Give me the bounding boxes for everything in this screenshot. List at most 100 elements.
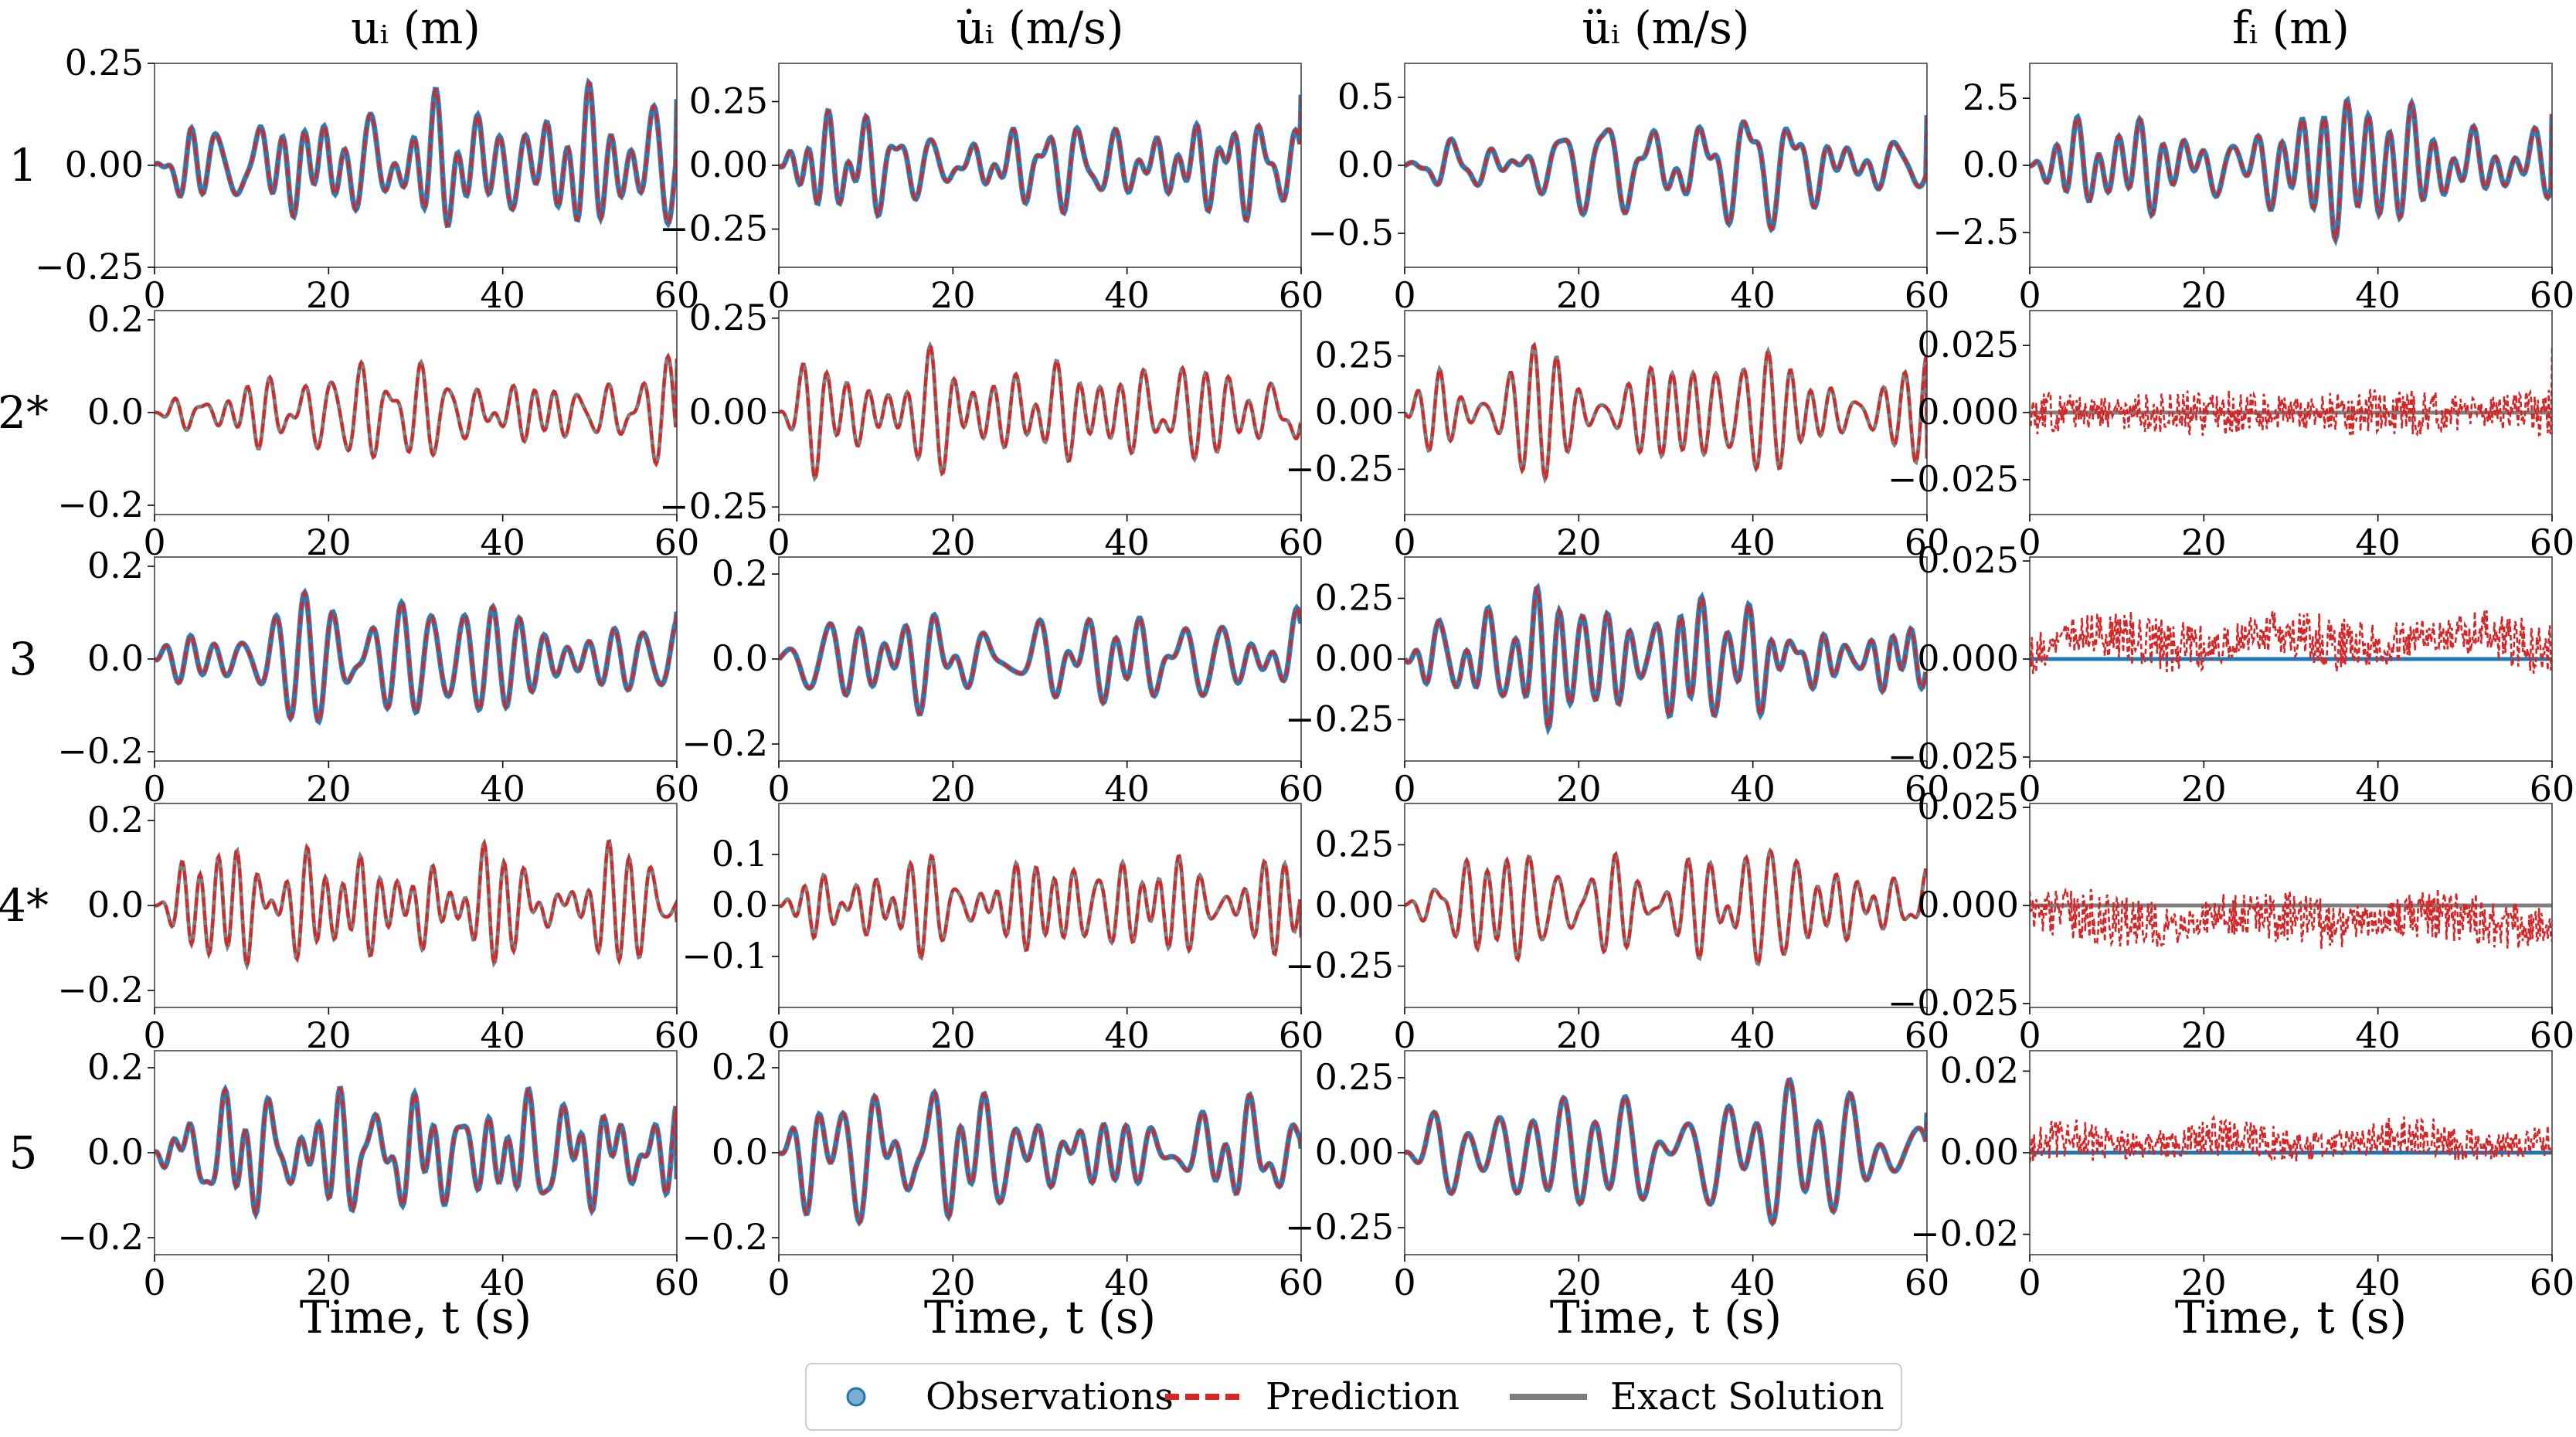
x-tick-label: 20 — [306, 274, 352, 316]
row-labels: 1 2* 3 4* 5 — [0, 139, 49, 1179]
subplot-r1-c3: −0.5 0.0 0.5 0 20 40 60 — [1307, 63, 1949, 316]
y-tick-label: 0.25 — [1315, 823, 1394, 865]
x-tick-label: 40 — [2355, 274, 2401, 316]
y-tick-label: −0.2 — [57, 484, 144, 525]
x-tick-label: 40 — [480, 768, 525, 810]
y-tick-label: −0.2 — [57, 969, 144, 1011]
subplot-r5-c4: −0.02 0.00 0.02 0 20 40 60 — [1910, 1049, 2574, 1303]
x-tick-label: 40 — [1104, 274, 1150, 316]
y-tick-label: 0.0 — [1337, 144, 1394, 185]
x-tick-label: 60 — [1905, 768, 1950, 810]
x-tick-label: 60 — [2530, 768, 2575, 810]
y-tick-label: 0.025 — [1917, 539, 2019, 581]
series-prediction — [155, 80, 677, 227]
x-tick-label: 60 — [654, 768, 700, 810]
y-tick-label: 0.1 — [712, 833, 768, 875]
subplot-r4-c3: −0.25 0.00 0.25 0 20 40 60 — [1285, 803, 1949, 1056]
column-title-uddot: üᵢ (m/s) — [1582, 2, 1749, 54]
column-title-udot: u̇ᵢ (m/s) — [956, 2, 1123, 54]
y-tick-label: 0.025 — [1917, 786, 2019, 827]
series-prediction — [2030, 1114, 2552, 1163]
x-tick-label: 60 — [1279, 274, 1324, 316]
legend-frame — [805, 1363, 1902, 1431]
x-tick-label: 40 — [480, 1262, 525, 1303]
x-tick-label: 20 — [930, 1014, 976, 1056]
legend-label: Exact Solution — [1610, 1375, 1884, 1418]
x-tick-label: 60 — [2530, 521, 2575, 563]
y-tick-label: 0.25 — [689, 297, 768, 338]
x-tick-label: 0 — [2018, 274, 2041, 316]
x-tick-label: 0 — [143, 1014, 165, 1056]
y-tick-label: 0.00 — [1315, 637, 1394, 679]
subplot-r4-c2: −0.1 0.0 0.1 0 20 40 60 — [681, 803, 1324, 1056]
y-tick-label: 0.0 — [1963, 144, 2019, 185]
axes-frame — [778, 556, 1302, 762]
y-tick-label: 0.00 — [689, 391, 768, 433]
y-tick-label: −0.025 — [1888, 735, 2019, 777]
y-tick-label: 0.0 — [87, 1131, 144, 1173]
y-tick-label: −0.2 — [681, 722, 768, 764]
x-tick-label: 20 — [306, 521, 352, 563]
x-tick-label: 40 — [2355, 1262, 2401, 1303]
x-tick-label: 40 — [2355, 521, 2401, 563]
x-tick-label: 20 — [306, 1262, 352, 1303]
x-tick-label: 40 — [1104, 1262, 1150, 1303]
x-tick-label: 20 — [930, 521, 976, 563]
x-tick-label: 40 — [480, 521, 525, 563]
x-tick-label: 0 — [1393, 274, 1415, 316]
row-label-2: 2* — [0, 386, 49, 439]
legend: Observations Prediction Exact Solution — [805, 1363, 1902, 1431]
series-prediction — [779, 1089, 1301, 1225]
x-tick-label: 20 — [930, 274, 976, 316]
subplot-r5-c3: −0.25 0.00 0.25 0 20 40 60 — [1285, 1050, 1949, 1303]
y-tick-label: 0.25 — [1315, 576, 1394, 618]
y-tick-label: 0.25 — [1315, 1056, 1394, 1098]
x-tick-label: 60 — [654, 1262, 700, 1303]
y-tick-label: 0.25 — [689, 80, 768, 122]
subplot-grid: −0.250.000.250 20 40 60−0.250.000.250 20 40 60… — [35, 42, 2574, 1303]
x-tick-label: 40 — [1730, 1014, 1776, 1056]
x-axis-label-f: Time, t (s) — [2175, 1291, 2407, 1344]
x-tick-label: 20 — [1556, 521, 1602, 563]
column-title-f: fᵢ (m) — [2232, 2, 2350, 54]
y-tick-label: 0.000 — [1917, 884, 2019, 926]
x-tick-label: 20 — [306, 1014, 352, 1056]
x-tick-label: 60 — [1905, 274, 1950, 316]
y-tick-label: −0.25 — [1285, 698, 1394, 740]
y-tick-label: −0.25 — [659, 485, 768, 527]
y-tick-label: 0.25 — [65, 42, 144, 83]
x-tick-label: 40 — [2355, 1014, 2401, 1056]
x-tick-label: 0 — [2018, 521, 2041, 563]
y-tick-label: 0.025 — [1917, 324, 2019, 365]
y-tick-label: 0.02 — [1940, 1049, 2019, 1091]
subplot-r2-c4: −0.025 0.000 0.025 0 20 40 60 — [1888, 310, 2575, 563]
legend-label: Observations — [926, 1375, 1174, 1418]
x-tick-label: 40 — [1730, 1262, 1776, 1303]
series-prediction — [779, 94, 1301, 223]
subplot-r4-c1: −0.2 0.0 0.2 0 20 40 60 — [57, 799, 699, 1056]
x-tick-label: 60 — [1279, 1014, 1324, 1056]
series-prediction — [155, 589, 677, 724]
y-tick-label: 0.000 — [1917, 637, 2019, 679]
legend-item-observations: Observations — [846, 1375, 1174, 1418]
axes-frame — [2029, 63, 2553, 268]
series-prediction — [2030, 97, 2552, 243]
y-tick-label: 0.0 — [87, 637, 144, 679]
y-tick-label: 0.2 — [712, 1046, 768, 1088]
subplot-r3-c3: −0.25 0.00 0.25 0 20 40 60 — [1285, 556, 1950, 810]
x-tick-label: 60 — [2530, 274, 2575, 316]
y-tick-label: 0.2 — [87, 799, 144, 841]
series-prediction — [1405, 848, 1927, 966]
x-tick-label: 0 — [1393, 521, 1415, 563]
x-tick-label: 0 — [143, 521, 165, 563]
series-prediction — [1405, 585, 1927, 732]
x-axis-label-udot: Time, t (s) — [924, 1291, 1156, 1344]
x-tick-label: 0 — [1393, 1014, 1415, 1056]
x-tick-label: 40 — [1730, 768, 1776, 810]
series-observations — [155, 587, 677, 726]
x-tick-label: 60 — [654, 274, 700, 316]
series-prediction — [1405, 1078, 1927, 1225]
subplot-r5-c1: −0.2 0.0 0.2 0 20 40 60 — [57, 1046, 699, 1303]
y-tick-label: −0.2 — [57, 1216, 144, 1258]
x-tick-label: 20 — [2181, 521, 2227, 563]
